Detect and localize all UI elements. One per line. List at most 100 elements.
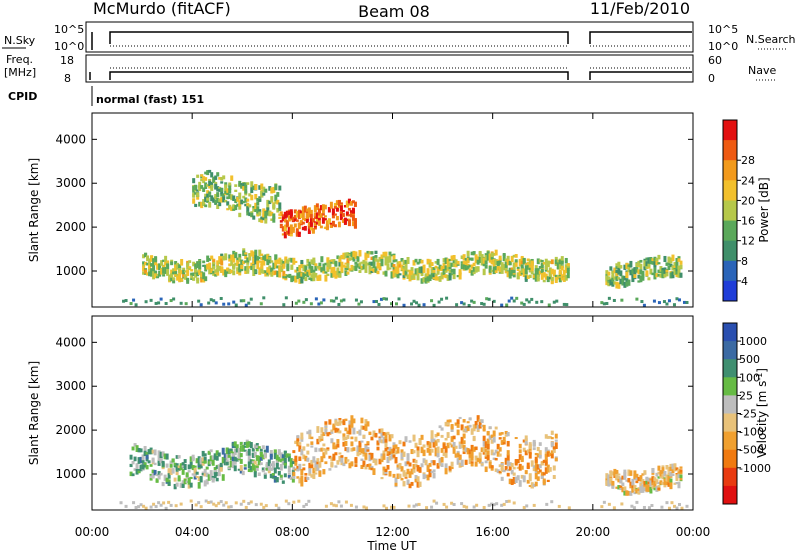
velocity-echo-cell-1-281 [400, 466, 404, 472]
power-echo-cell-0-472 [340, 261, 344, 265]
power-echo-cell-0-358 [294, 275, 298, 283]
power-echo-cell-0-350 [290, 275, 294, 283]
velocity-colorbar-label: Velocity [m s-1] [755, 368, 769, 458]
velocity-echo-cell-1-292 [406, 461, 410, 465]
velocity-echo-cell-1-240 [386, 453, 390, 456]
velocity-colorbar-label-0: 1000 [739, 335, 767, 348]
power-ground-cell-37 [302, 300, 306, 304]
power-echo-cell-0-203 [230, 269, 234, 274]
power-echo-cell-0-667 [422, 264, 426, 268]
power-echo-cell-0-811 [484, 260, 488, 265]
velocity-echo-cell-0-132 [187, 477, 191, 483]
power-echo-cell-0-50 [162, 267, 166, 274]
power-echo-cell-3-146 [669, 272, 673, 279]
power-echo-cell-0-1006 [558, 259, 562, 265]
power-echo-cell-0-683 [430, 272, 434, 279]
velocity-echo-cell-1-603 [534, 481, 538, 487]
power-echo-cell-2-189 [262, 186, 266, 192]
power-echo-cell-2-212 [272, 203, 276, 210]
power-echo-cell-0-663 [420, 259, 424, 264]
power-echo-cell-2-62 [214, 183, 218, 190]
power-echo-cell-0-163 [212, 259, 216, 263]
velocity-echo-cell-2-128 [653, 477, 657, 484]
power-colorbar-label-4: 20 [741, 194, 755, 207]
power-ground-cell-97 [547, 303, 551, 307]
power-ground-cell-66 [417, 303, 421, 307]
velocity-echo-cell-0-336 [265, 462, 269, 468]
velocity-echo-cell-2-2 [605, 480, 609, 486]
power-colorbar-label-5: 24 [741, 174, 755, 187]
velocity-echo-cell-0-162 [199, 462, 203, 469]
velocity-echo-cell-2-90 [641, 485, 645, 493]
velocity-echo-cell-1-582 [526, 449, 530, 454]
velocity-echo-cell-1-318 [416, 450, 420, 458]
velocity-echo-cell-1-72 [320, 437, 324, 441]
power-echo-cell-1-5 [281, 216, 285, 222]
power-echo-cell-3-138 [665, 272, 669, 277]
velocity-echo-cell-1-95 [330, 430, 334, 434]
power-echo-cell-1-131 [333, 224, 337, 228]
velocity-echo-cell-0-312 [257, 446, 261, 449]
power-echo-cell-2-80 [220, 181, 224, 184]
velocity-echo-cell-1-534 [502, 469, 506, 473]
power-echo-cell-0-521 [360, 267, 364, 271]
power-echo-cell-3-95 [645, 261, 649, 267]
velocity-echo-cell-0-27 [141, 460, 145, 464]
power-colorbar-segment-3 [723, 180, 737, 201]
velocity-echo-cell-1-73 [320, 433, 324, 439]
velocity-echo-cell-0-290 [249, 442, 253, 449]
velocity-echo-cell-1-253 [390, 448, 394, 455]
velocity-echo-cell-1-59 [314, 460, 318, 468]
velocity-echo-cell-2-194 [679, 478, 683, 481]
velocity-echo-cell-0-128 [187, 470, 191, 473]
velocity-echo-cell-1-79 [322, 448, 326, 451]
velocity-echo-cell-1-41 [308, 462, 312, 469]
power-echo-cell-0-192 [224, 256, 228, 261]
power-echo-cell-0-996 [556, 276, 560, 280]
power-echo-cell-0-353 [292, 275, 296, 279]
power-echo-cell-0-254 [252, 257, 256, 265]
power-echo-cell-0-263 [254, 255, 258, 262]
power-echo-cell-0-645 [412, 260, 416, 266]
velocity-echo-cell-1-262 [392, 445, 396, 448]
power-echo-cell-0-476 [342, 252, 346, 259]
velocity-echo-cell-0-216 [221, 474, 225, 481]
velocity-echo-cell-1-31 [302, 446, 306, 451]
power-echo-cell-3-113 [653, 267, 657, 274]
power-echo-cell-3-78 [639, 259, 643, 263]
velocity-echo-cell-2-164 [667, 466, 671, 472]
power-ground-cell-15 [197, 299, 201, 303]
power-echo-cell-0-831 [492, 259, 496, 262]
power-echo-cell-0-17 [148, 272, 152, 277]
power-echo-cell-0-936 [530, 266, 534, 271]
power-echo-cell-0-308 [274, 258, 278, 265]
velocity-echo-cell-1-4 [292, 450, 296, 454]
power-echo-cell-2-171 [258, 209, 262, 213]
velocity-echo-cell-1-609 [536, 464, 540, 470]
velocity-colorbar-segment-4 [723, 395, 737, 414]
power-echo-cell-0-559 [376, 270, 380, 275]
power-echo-cell-0-890 [514, 259, 518, 263]
velocity-echo-cell-1-23 [300, 437, 304, 442]
power-echo-cell-1-89 [313, 222, 317, 227]
velocity-echo-cell-1-171 [360, 425, 364, 430]
velocity-echo-cell-2-95 [643, 483, 647, 488]
velocity-echo-cell-1-612 [536, 446, 540, 452]
power-echo-cell-0-844 [496, 265, 500, 271]
velocity-echo-cell-1-625 [542, 478, 546, 483]
velocity-echo-cell-0-148 [195, 476, 199, 479]
power-ground-cell-106 [612, 298, 616, 302]
power-echo-cell-1-56 [299, 220, 303, 224]
power-echo-cell-3-112 [653, 273, 657, 280]
power-echo-cell-0-672 [426, 258, 430, 265]
power-echo-cell-2-3 [192, 198, 196, 204]
velocity-ground-cell-0 [119, 501, 123, 505]
power-echo-cell-2-156 [252, 207, 256, 212]
velocity-echo-cell-1-417 [458, 416, 462, 419]
power-echo-cell-3-97 [647, 277, 651, 281]
velocity-echo-cell-0-36 [145, 464, 149, 470]
velocity-echo-cell-2-33 [617, 473, 621, 476]
power-echo-cell-0-934 [530, 271, 534, 275]
power-echo-cell-2-143 [246, 198, 250, 202]
